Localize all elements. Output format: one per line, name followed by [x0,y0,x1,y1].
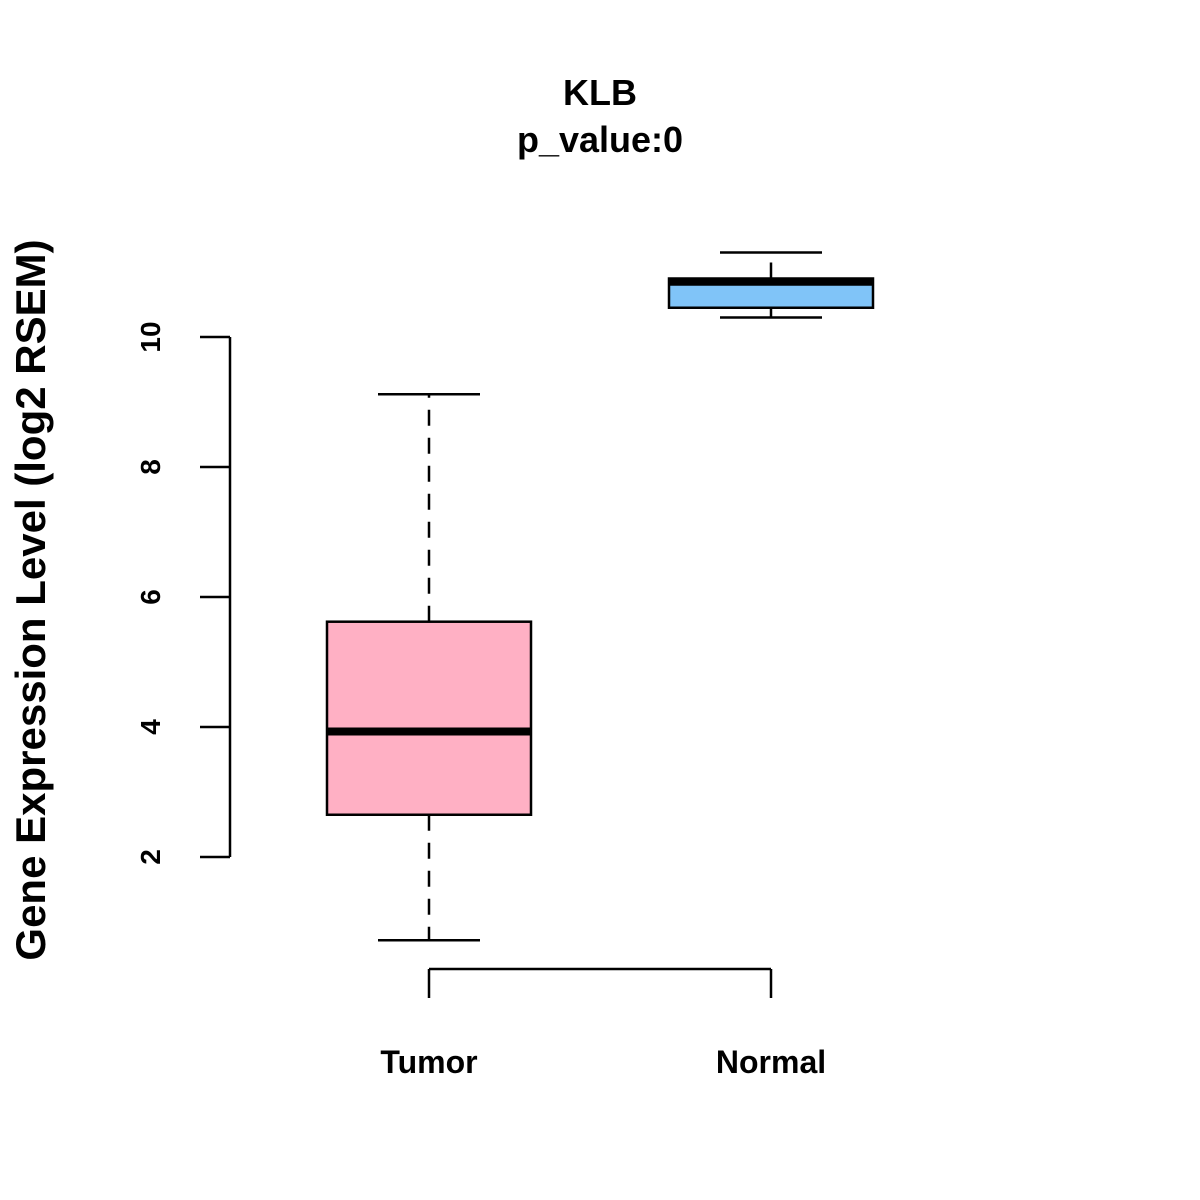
y-tick-label: 8 [135,459,166,475]
y-tick-label: 6 [135,589,166,605]
box-tumor [325,392,533,942]
box-body [325,620,533,817]
chart-title: KLB [563,72,637,113]
chart-subtitle: p_value:0 [517,119,683,160]
y-tick-label: 4 [135,719,166,735]
y-tick-label: 10 [135,321,166,352]
y-tick-label: 2 [135,849,166,865]
x-tick-label: Tumor [380,1044,477,1080]
y-axis: 2 4 6 8 10 [135,321,232,865]
x-tick-label: Normal [716,1044,826,1080]
box-series [325,251,875,942]
box-normal [667,251,875,319]
y-axis-label: Gene Expression Level (log2 RSEM) [7,239,54,960]
x-axis: Tumor Normal [380,967,826,1080]
